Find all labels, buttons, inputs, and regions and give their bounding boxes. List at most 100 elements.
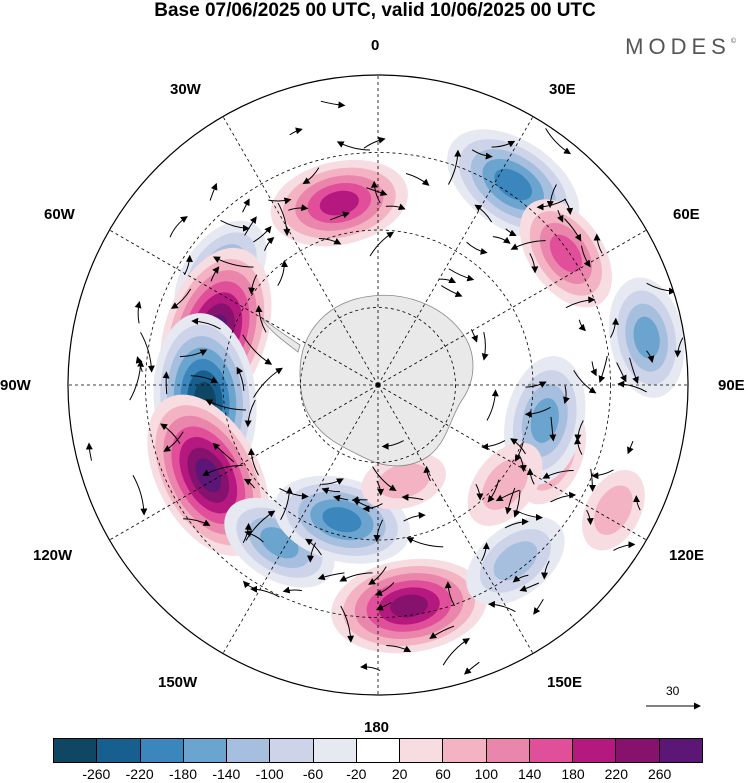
colorbar	[53, 738, 703, 763]
map-border	[67, 74, 689, 696]
wind-arrow	[565, 296, 596, 309]
anomaly-contour	[322, 507, 362, 533]
wind-arrow	[573, 370, 597, 394]
wind-arrow	[362, 503, 383, 513]
wind-arrow	[646, 350, 655, 363]
latitude-circle	[145, 152, 611, 618]
wind-arrow	[487, 479, 500, 503]
colorbar-bin-14	[659, 739, 702, 762]
wind-arrow	[179, 349, 208, 358]
wind-arrow	[340, 605, 355, 643]
wind-arrow	[244, 216, 257, 236]
wind-arrow	[163, 431, 184, 452]
lon-label-90w: 90W	[0, 377, 31, 394]
wind-arrow	[591, 469, 614, 480]
wind-arrow	[481, 542, 490, 562]
wind-arrow	[376, 480, 385, 496]
wind-arrow	[505, 228, 517, 237]
wind-arrow	[279, 488, 309, 500]
wind-arrow	[447, 149, 462, 185]
wind-arrow	[550, 491, 577, 503]
wind-arrow	[471, 149, 493, 160]
wind-arrow	[593, 233, 603, 254]
wind-arrow	[492, 236, 511, 244]
wind-arrow	[305, 538, 322, 556]
anomaly-contour	[494, 168, 533, 201]
wind-arrow	[264, 237, 275, 251]
anomaly-contour	[594, 485, 633, 535]
wind-arrow	[370, 180, 381, 204]
colorbar-tick-label: 140	[517, 766, 542, 782]
colorbar-ticks: -260 -220 -180 -140 -100 -60 -20 20 60 100 140 180 2…	[53, 766, 703, 783]
wind-arrow	[513, 490, 521, 518]
colorbar-tick-label: -140	[212, 766, 241, 782]
wind-arrow	[351, 496, 368, 504]
colorbar-bin-10	[486, 739, 530, 762]
lon-label-120w: 120W	[33, 547, 73, 564]
lon-label-150w: 150W	[158, 674, 198, 691]
wind-arrow	[85, 442, 93, 461]
latitude-circle	[222, 229, 534, 541]
meridian	[109, 229, 379, 386]
wind-arrow	[598, 355, 608, 383]
lon-label-30w: 30W	[170, 81, 201, 98]
wind-arrow	[183, 254, 193, 276]
wind-arrow	[268, 197, 292, 205]
wind-arrow	[212, 442, 235, 463]
wind-arrow	[190, 375, 219, 383]
lon-label-60e: 60E	[673, 206, 700, 223]
wind-arrow	[242, 580, 256, 589]
colorbar-bin-4	[227, 739, 271, 762]
wind-arrow	[244, 399, 256, 428]
wind-arrow	[525, 381, 547, 388]
wind-arrow	[617, 380, 647, 393]
meridian	[222, 384, 379, 654]
colorbar-tick-label: 20	[391, 766, 408, 782]
wind-arrow	[366, 187, 388, 196]
wind-arrow	[320, 100, 346, 109]
wind-arrow	[586, 509, 594, 526]
wind-arrow	[563, 198, 574, 215]
copyright-mark: ©	[730, 38, 736, 45]
colorbar-bin-2	[140, 739, 184, 762]
wind-arrow	[627, 440, 634, 455]
wind-arrow	[545, 128, 572, 155]
wind-arrow	[253, 225, 272, 243]
lon-label-180: 180	[364, 719, 390, 736]
wind-arrow	[474, 204, 493, 223]
wind-arrow	[360, 663, 381, 671]
colorbar-bin-3	[183, 739, 228, 762]
wind-arrow	[590, 361, 597, 377]
wind-arrow	[372, 466, 397, 492]
wind-arrow	[250, 585, 280, 598]
wind-arrow	[574, 420, 584, 442]
lon-label-120e: 120E	[669, 547, 705, 564]
colorbar-bin-8	[400, 739, 444, 762]
wind-arrow	[369, 231, 395, 257]
wind-arrow	[448, 268, 475, 282]
wind-arrow	[170, 288, 192, 309]
south-pole-marker	[375, 382, 381, 388]
wind-arrow	[481, 440, 506, 451]
wind-arrow	[613, 541, 636, 551]
colorbar-bin-13	[616, 739, 660, 762]
wind-arrow	[212, 256, 254, 268]
anomaly-contour	[633, 316, 660, 359]
wind-arrow	[289, 127, 303, 136]
wind-arrow	[162, 371, 170, 395]
meridian	[377, 384, 534, 654]
wind-arrow	[209, 182, 218, 201]
wind-arrow	[245, 510, 276, 541]
chart-title: Base 07/06/2025 00 UTC, valid 10/06/2025…	[154, 0, 596, 21]
colorbar-bin-12	[573, 739, 617, 762]
wind-arrow	[629, 357, 639, 384]
wind-arrow	[321, 478, 344, 485]
wind-arrow	[541, 560, 550, 580]
wind-arrow	[302, 167, 320, 185]
anomaly-contour	[390, 594, 428, 618]
wind-arrow	[381, 440, 404, 450]
anomaly-contour	[319, 190, 359, 216]
wind-arrow	[495, 489, 520, 502]
wind-arrow	[504, 518, 529, 529]
colorbar-tick-label: 60	[435, 766, 451, 782]
